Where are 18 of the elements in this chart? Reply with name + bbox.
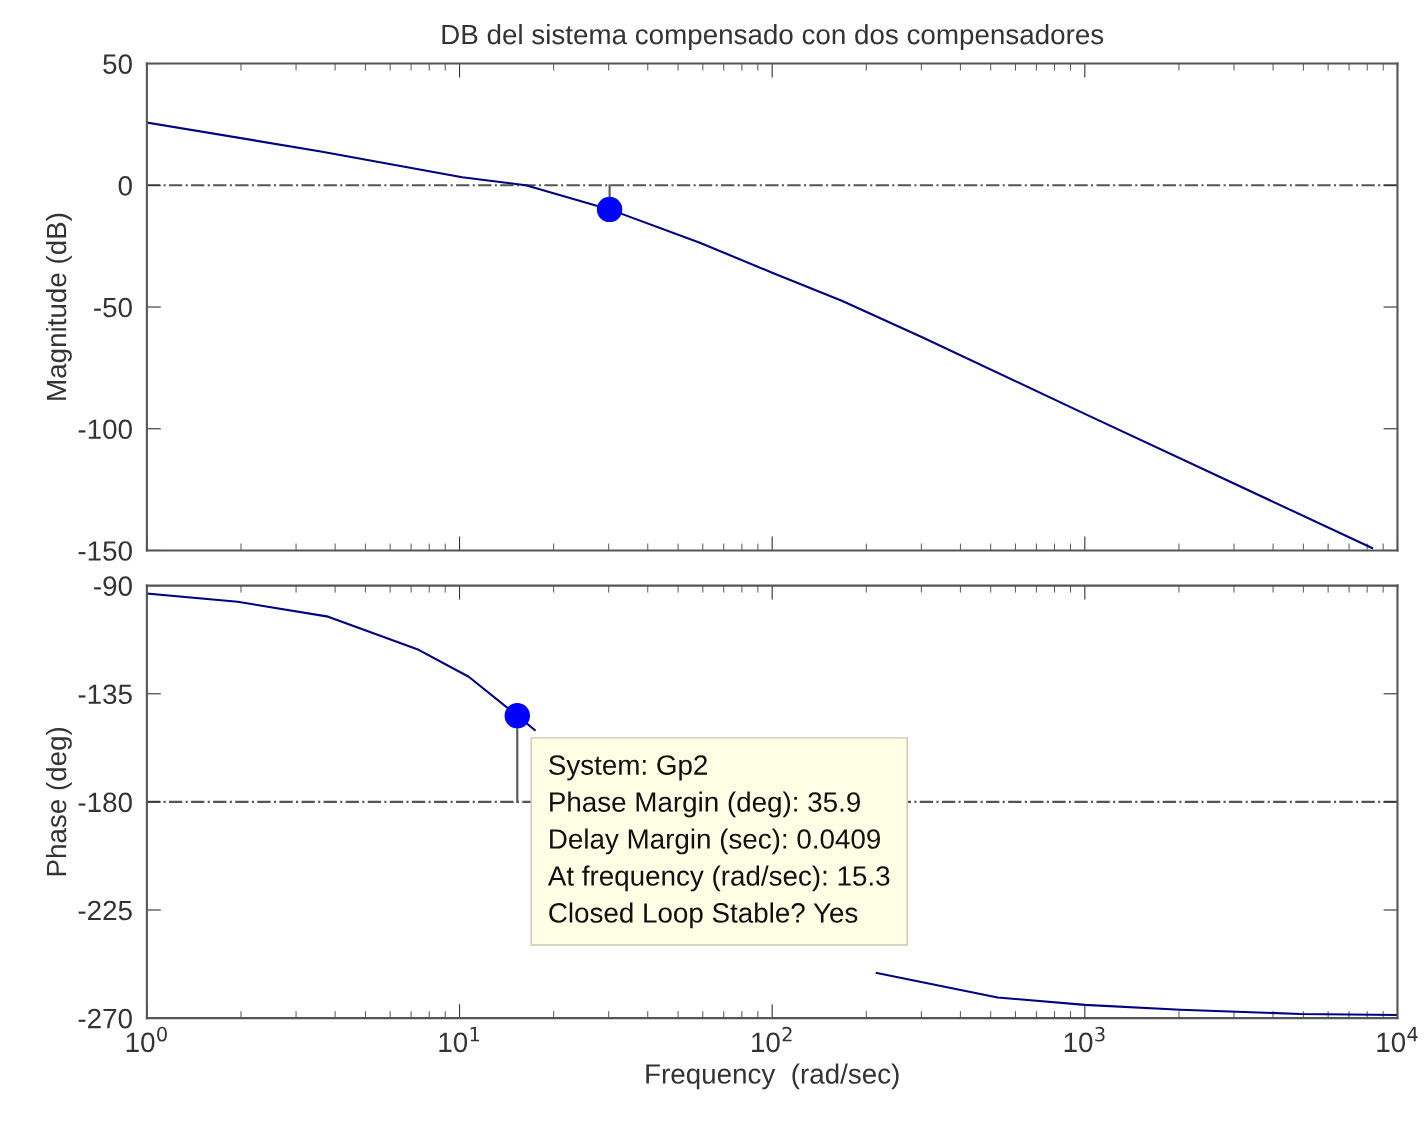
y-tick-label: -225 <box>78 900 132 921</box>
y-axis-title: Magnitude (dB) <box>45 213 72 400</box>
y-tick-label: -90 <box>94 576 132 596</box>
y-tick-label: -50 <box>94 297 132 318</box>
y-tick-label: -180 <box>78 792 132 813</box>
y-tick-label: 0 <box>118 175 132 196</box>
x-tick-label: 10$^{4}$ <box>1377 1027 1418 1053</box>
x-axis-title: Frequency (rad/sec) <box>646 1063 899 1090</box>
y-tick-label: -135 <box>78 684 132 705</box>
x-tick-label: 10$^{1}$ <box>439 1027 480 1053</box>
y-tick-label: 50 <box>103 54 132 74</box>
chart-title: DB del sistema compensado con dos compensadores <box>442 23 1104 50</box>
annotation: System: Gp2 Phase Margin (deg): 35.9 Delay Margin (sec): 0.0409 At frequency (rad/sec): 15.3 Closed Loop Stable? Yes <box>547 755 890 929</box>
y-tick-label: -150 <box>78 541 132 561</box>
y-axis-title: Phase (deg) <box>45 727 72 876</box>
x-tick-label: 10$^{2}$ <box>752 1026 792 1053</box>
x-tick-label: 10$^{3}$ <box>1064 1026 1105 1053</box>
y-tick-label: -100 <box>78 419 132 440</box>
